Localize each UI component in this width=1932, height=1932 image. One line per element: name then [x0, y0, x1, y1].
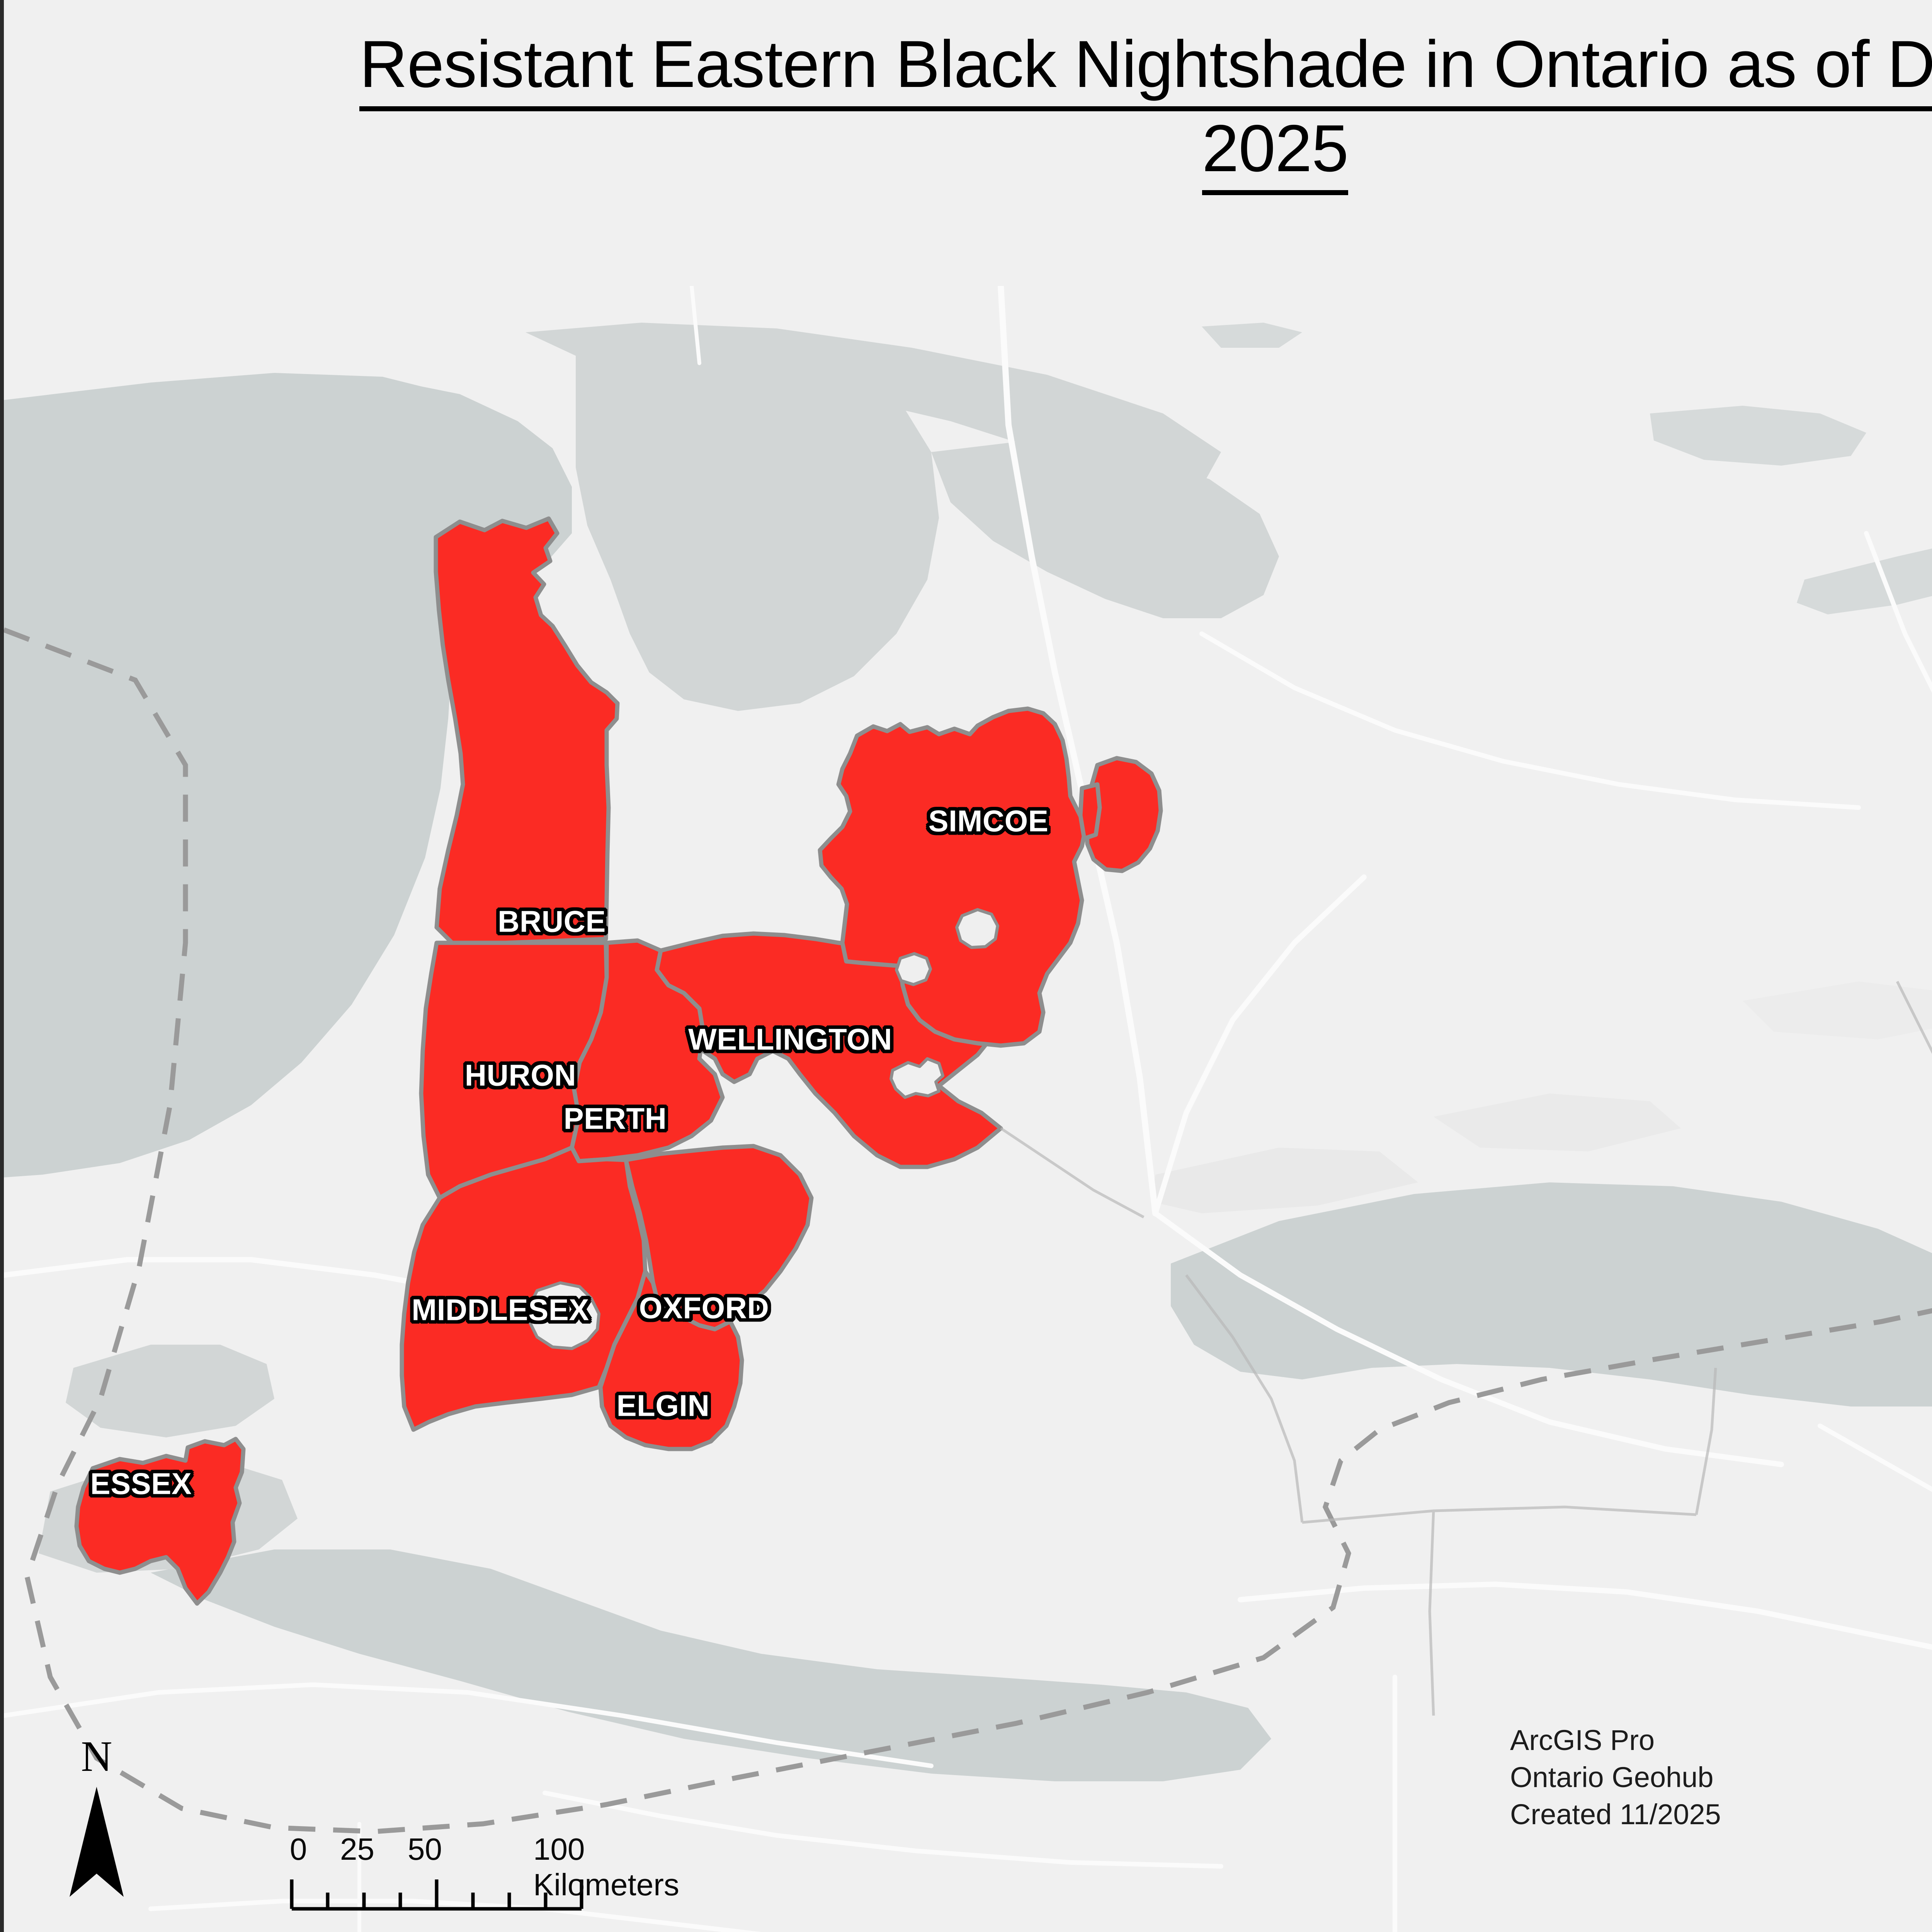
international-border — [4, 627, 1932, 1834]
map-credits: ArcGIS Pro Ontario Geohub Created 11/202… — [1510, 1724, 1721, 1831]
north-arrow-letter: N — [81, 1733, 112, 1781]
durham-connector — [1078, 782, 1102, 841]
lake-erie — [151, 1549, 1271, 1781]
road-network — [4, 286, 1932, 1932]
simcoe-hole-1 — [955, 908, 999, 949]
map-label-wellington: WELLINGTON — [688, 1022, 892, 1056]
georgian-bay — [576, 344, 939, 711]
map-label-oxford: OXFORD — [639, 1291, 769, 1325]
scale-tick-50: 50 — [408, 1832, 442, 1866]
title-line-1: Resistant Eastern Black Nightshade in On… — [359, 27, 1932, 111]
lake-huron-west — [4, 373, 460, 447]
water-bodies — [4, 323, 1932, 1781]
highlighted-counties[interactable] — [74, 440, 1932, 1606]
lake-ontario — [1171, 1182, 1932, 1406]
ottawa-river — [1797, 548, 1932, 614]
region-bruce — [434, 516, 620, 945]
north-arrow-icon — [58, 1787, 135, 1901]
region-elgin — [598, 1269, 744, 1451]
scale-bar-labels: 0 25 50 100 Kilometers — [290, 1832, 738, 1902]
scale-tick-0: 0 — [290, 1832, 307, 1866]
north-arrow: N — [58, 1735, 135, 1901]
map-label-bruce: BRUCE — [498, 904, 606, 939]
page-title: Resistant Eastern Black Nightshade in On… — [4, 27, 1932, 196]
map-label-simcoe: SIMCOE — [928, 804, 1049, 838]
region-simcoe — [818, 706, 1088, 1048]
map-label-essex: ESSEX — [90, 1466, 192, 1501]
map-label-perth: PERTH — [563, 1101, 667, 1136]
map-label-middlesex: MIDDLESEX — [412, 1293, 589, 1327]
scale-tick-100-kilometers: 100 Kilometers — [533, 1832, 679, 1902]
north-lake-1 — [1650, 406, 1866, 466]
county-boundaries — [1000, 981, 1932, 1716]
scale-tick-25: 25 — [340, 1832, 374, 1866]
region-oxford — [624, 1144, 814, 1332]
map-label-elgin: ELGIN — [616, 1388, 710, 1423]
simcoe-hole-2 — [895, 952, 932, 986]
lake-stclair — [66, 1345, 274, 1437]
ontario-map[interactable] — [4, 286, 1932, 1932]
scale-bar-ruler — [290, 1879, 583, 1911]
map-canvas[interactable]: BRUCE HURON PERTH WELLINGTON MIDDLESEX O… — [4, 286, 1932, 1932]
middlesex-hole-london — [528, 1281, 600, 1350]
title-line-2: 2025 — [1202, 111, 1349, 196]
region-essex — [74, 1437, 246, 1606]
map-label-huron: HURON — [464, 1058, 577, 1092]
scale-bar: 0 25 50 100 Kilometers — [290, 1832, 738, 1915]
north-lake-2 — [1202, 323, 1302, 348]
lake-huron — [4, 377, 572, 1178]
wellington-hole-waterloo — [889, 1057, 944, 1099]
landcover-shading — [1151, 981, 1932, 1213]
